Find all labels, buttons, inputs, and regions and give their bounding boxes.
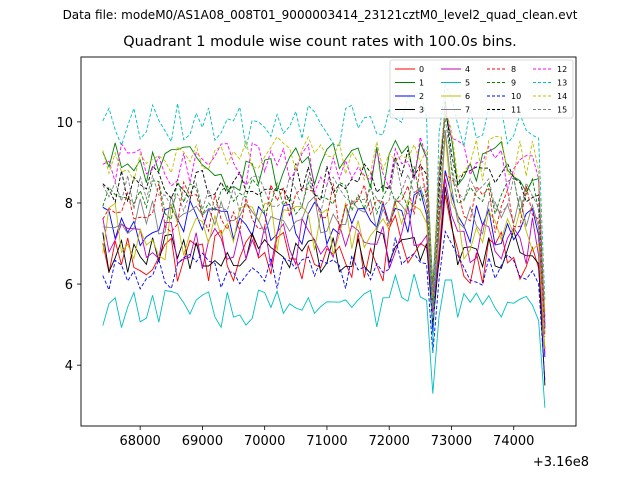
chart-title: Quadrant 1 module wise count rates with … [123, 34, 517, 50]
legend-label-1: 1 [419, 79, 424, 88]
legend-label-7: 7 [465, 106, 470, 115]
series-line-14 [102, 109, 546, 313]
series-line-1 [102, 113, 546, 325]
legend-label-5: 5 [465, 79, 470, 88]
series-line-11 [102, 101, 546, 329]
series-line-6 [102, 133, 546, 350]
series-layer [102, 83, 546, 408]
x-tick-label: 72000 [369, 434, 410, 449]
x-axis-ticks: 68000 69000 70000 71000 72000 73000 74000 [119, 426, 534, 449]
legend-label-8: 8 [511, 65, 516, 74]
legend-label-12: 12 [557, 65, 567, 74]
y-tick-label: 6 [65, 278, 73, 293]
legend-box [389, 59, 574, 119]
x-tick-label: 68000 [119, 434, 160, 449]
legend-label-2: 2 [419, 92, 424, 101]
legend-label-6: 6 [465, 92, 470, 101]
legend-label-3: 3 [419, 106, 424, 115]
legend-label-11: 11 [511, 106, 521, 115]
series-line-5 [102, 273, 546, 408]
x-tick-label: 73000 [431, 434, 472, 449]
figure-suptitle: Data file: modeM0/AS1A08_008T01_90000034… [62, 8, 578, 22]
series-line-7 [102, 129, 546, 329]
y-tick-label: 4 [65, 359, 73, 374]
legend-label-4: 4 [465, 65, 470, 74]
series-line-4 [102, 178, 546, 354]
x-offset-label: +3.16e8 [533, 455, 589, 470]
series-line-13 [102, 83, 546, 354]
y-tick-label: 10 [56, 116, 73, 131]
x-tick-label: 70000 [244, 434, 285, 449]
series-line-8 [102, 163, 546, 337]
x-tick-label: 69000 [182, 434, 223, 449]
series-line-0 [102, 194, 546, 350]
legend-label-10: 10 [511, 92, 521, 101]
legend-label-0: 0 [419, 65, 424, 74]
series-line-15 [102, 117, 546, 333]
legend-label-14: 14 [557, 92, 567, 101]
series-line-2 [102, 170, 546, 358]
legend-label-13: 13 [557, 79, 567, 88]
series-line-10 [102, 229, 546, 382]
legend-label-15: 15 [557, 106, 567, 115]
y-tick-label: 8 [65, 197, 73, 212]
axes-frame [80, 56, 577, 427]
y-axis-ticks: 4 6 8 10 [56, 116, 81, 374]
series-line-12 [102, 105, 546, 325]
x-tick-label: 71000 [306, 434, 347, 449]
x-tick-label: 74000 [493, 434, 534, 449]
legend-label-9: 9 [511, 79, 516, 88]
